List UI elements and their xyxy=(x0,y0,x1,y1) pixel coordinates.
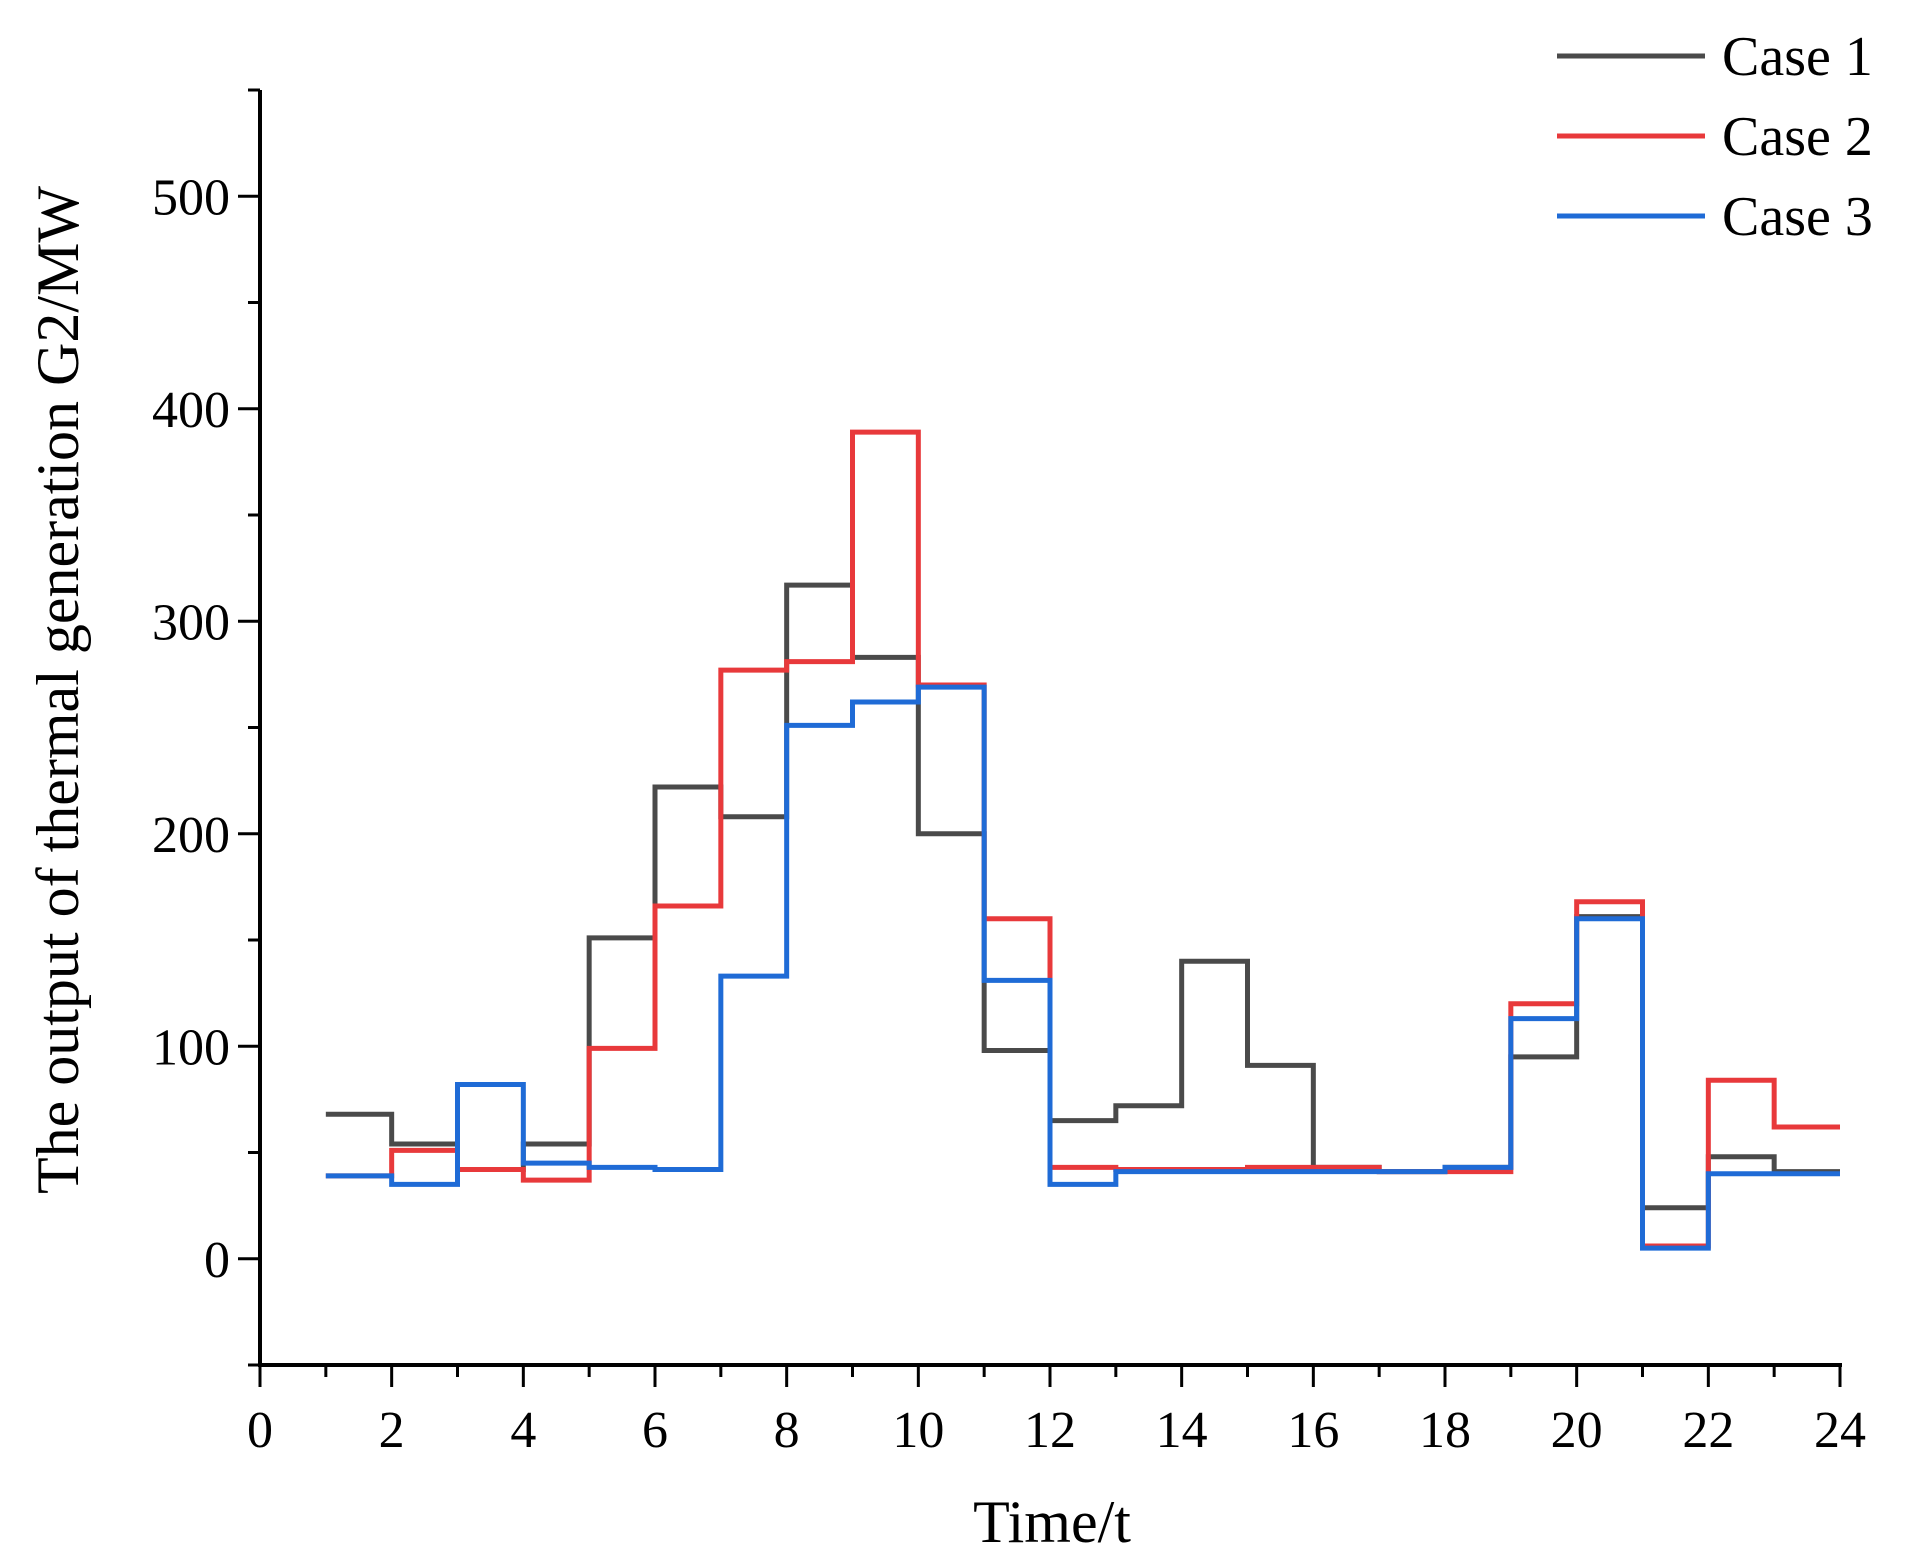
series-3 xyxy=(325,684,1840,1251)
legend-label: Case 2 xyxy=(1722,106,1873,168)
series-line-case-2 xyxy=(325,429,1840,1249)
axes xyxy=(258,90,1842,1367)
x-tick-label: 8 xyxy=(774,1402,800,1459)
series-line-case-1 xyxy=(325,582,1840,1211)
x-tick-label: 22 xyxy=(1682,1402,1734,1459)
legend: Case 1 Case 2 Case 3 xyxy=(1557,26,1873,248)
y-tick-label: 300 xyxy=(152,594,230,651)
y-tick-label: 100 xyxy=(152,1019,230,1076)
legend-label: Case 1 xyxy=(1722,26,1873,88)
x-tick-label: 16 xyxy=(1287,1402,1339,1459)
legend-item-case-1: Case 1 xyxy=(1557,26,1873,88)
series-layer xyxy=(325,429,1840,1251)
y-tick-label: 400 xyxy=(152,382,230,439)
legend-item-case-2: Case 2 xyxy=(1557,106,1873,168)
series-1 xyxy=(325,582,1840,1211)
legend-label: Case 3 xyxy=(1722,186,1873,248)
x-tick-label: 6 xyxy=(642,1402,668,1459)
y-tick-label: 500 xyxy=(152,169,230,226)
x-tick-label: 2 xyxy=(379,1402,405,1459)
x-axis-title: Time/t xyxy=(973,1489,1131,1555)
y-tick-label: 0 xyxy=(204,1232,230,1289)
x-tick-label: 20 xyxy=(1551,1402,1603,1459)
y-axis-ticks: 0 100 200 300 400 500 xyxy=(152,88,260,1367)
x-tick-label: 24 xyxy=(1814,1402,1866,1459)
x-tick-label: 12 xyxy=(1024,1402,1076,1459)
y-tick-label: 200 xyxy=(152,807,230,864)
x-tick-label: 18 xyxy=(1419,1402,1471,1459)
y-axis-title: The output of thermal generation G2/MW xyxy=(25,186,91,1194)
x-tick-label: 4 xyxy=(510,1402,536,1459)
x-axis-ticks: 0 2 4 6 8 10 12 14 16 18 20 22 24 xyxy=(247,1365,1866,1459)
x-tick-label: 0 xyxy=(247,1402,273,1459)
x-tick-label: 14 xyxy=(1156,1402,1208,1459)
legend-item-case-3: Case 3 xyxy=(1557,186,1873,248)
series-line-case-3 xyxy=(325,684,1840,1251)
x-tick-label: 10 xyxy=(892,1402,944,1459)
series-2 xyxy=(325,429,1840,1249)
